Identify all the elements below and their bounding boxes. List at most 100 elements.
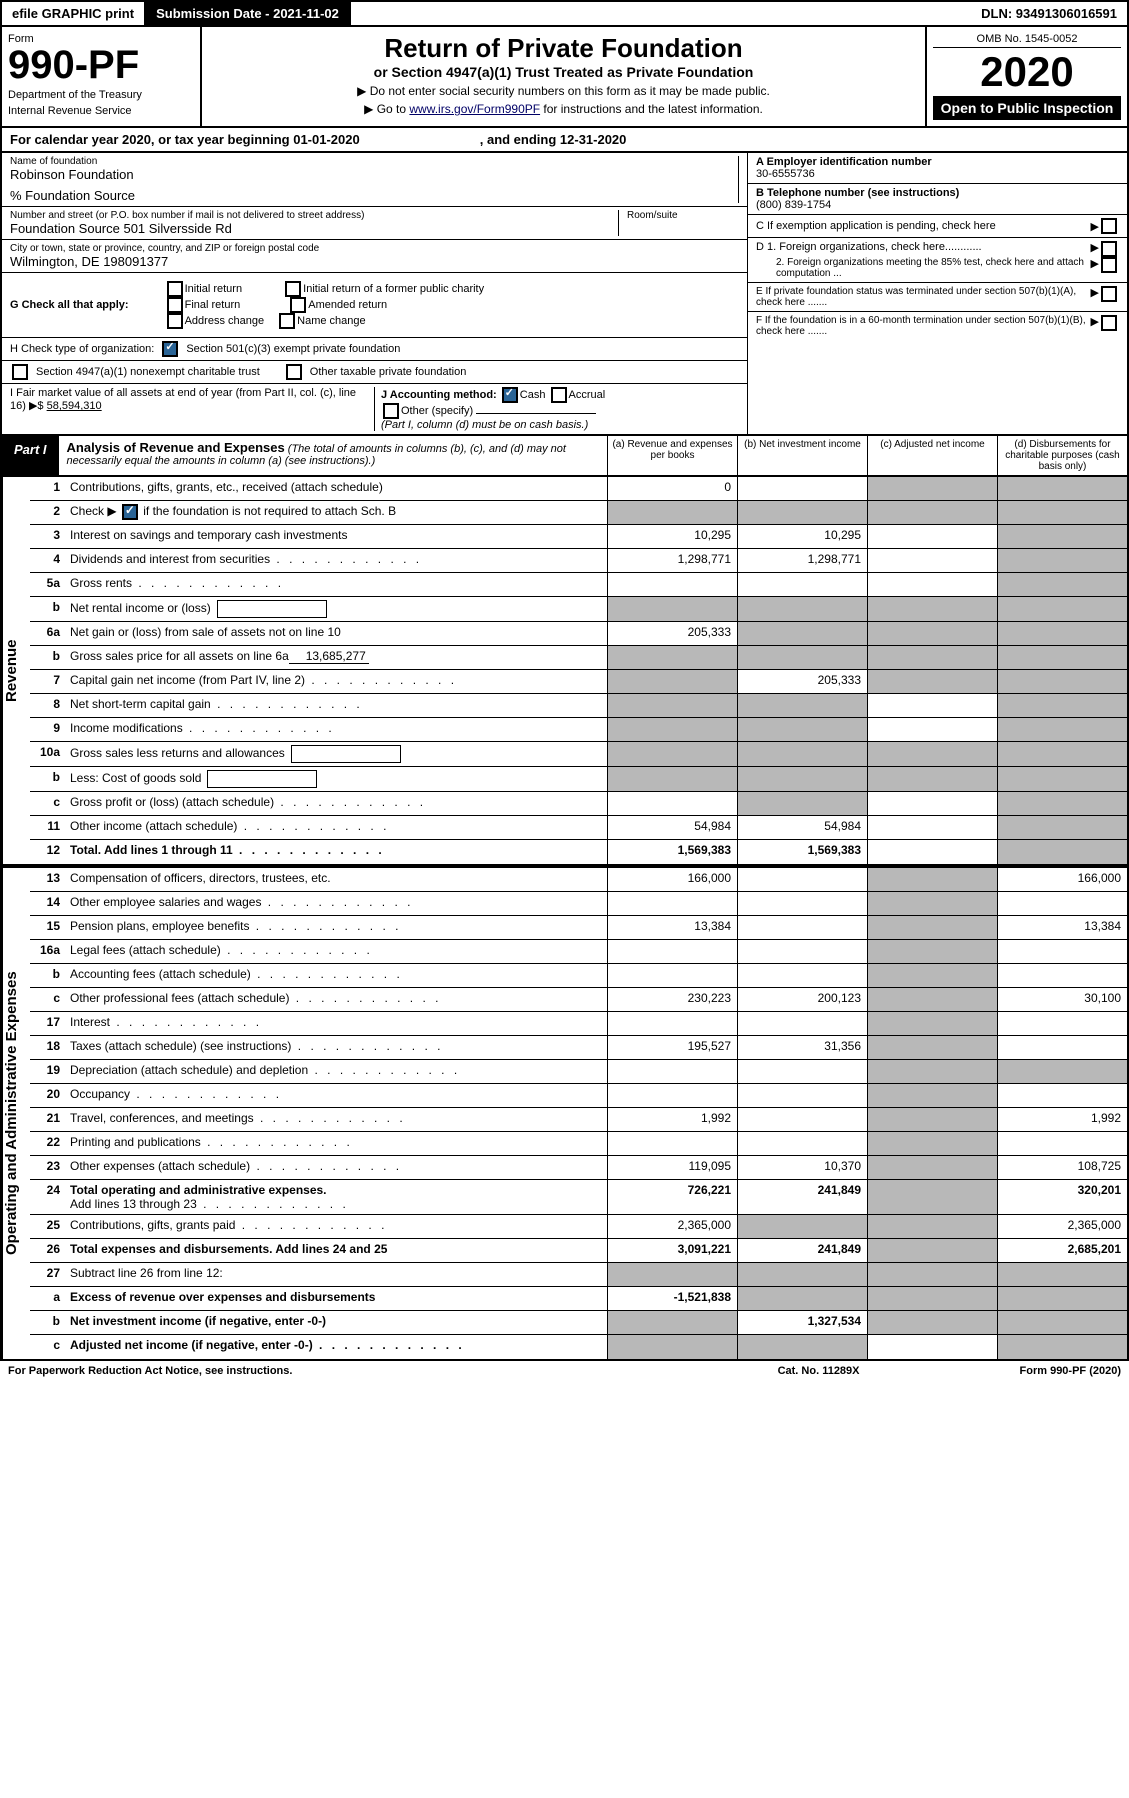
expenses-sidelabel: Operating and Administrative Expenses	[2, 868, 30, 1359]
line22: Printing and publications	[66, 1132, 607, 1155]
j-label: J Accounting method:	[381, 389, 497, 401]
open-inspection: Open to Public Inspection	[933, 96, 1121, 120]
line25: Contributions, gifts, grants paid	[66, 1215, 607, 1238]
dept-treasury: Department of the Treasury	[8, 89, 194, 101]
cb-address-change[interactable]	[167, 313, 183, 329]
f-label: F If the foundation is in a 60-month ter…	[756, 315, 1091, 337]
line15: Pension plans, employee benefits	[66, 916, 607, 939]
line27a: Excess of revenue over expenses and disb…	[66, 1287, 607, 1310]
g-label: G Check all that apply:	[10, 299, 129, 311]
line7: Capital gain net income (from Part IV, l…	[66, 670, 607, 693]
form-title: Return of Private Foundation	[208, 33, 919, 64]
efile-print[interactable]: efile GRAPHIC print	[2, 2, 146, 25]
cb-c[interactable]	[1101, 218, 1117, 234]
name-label: Name of foundation	[10, 156, 738, 167]
ein-value: 30-6555736	[756, 168, 815, 180]
omb-number: OMB No. 1545-0052	[933, 33, 1121, 48]
cb-amended[interactable]	[290, 297, 306, 313]
d1-label: D 1. Foreign organizations, check here..…	[756, 241, 1091, 257]
line4: Dividends and interest from securities	[66, 549, 607, 572]
line10a: Gross sales less returns and allowances	[66, 742, 607, 766]
line18: Taxes (attach schedule) (see instruction…	[66, 1036, 607, 1059]
expenses-table: Operating and Administrative Expenses 13…	[0, 866, 1129, 1361]
line5a: Gross rents	[66, 573, 607, 596]
cb-accrual[interactable]	[551, 387, 567, 403]
line1: Contributions, gifts, grants, etc., rece…	[66, 477, 607, 500]
d2-label: 2. Foreign organizations meeting the 85%…	[776, 257, 1091, 279]
foundation-name: Robinson Foundation	[10, 167, 738, 182]
submission-date: Submission Date - 2021-11-02	[146, 2, 351, 25]
tax-year: 2020	[933, 48, 1121, 96]
form-subtitle: or Section 4947(a)(1) Trust Treated as P…	[208, 64, 919, 80]
h-label: H Check type of organization:	[10, 343, 154, 355]
cb-e[interactable]	[1101, 286, 1117, 302]
cb-former-public[interactable]	[285, 281, 301, 297]
link-note: ▶ Go to www.irs.gov/Form990PF for instru…	[208, 102, 919, 116]
line10b: Less: Cost of goods sold	[66, 767, 607, 791]
paperwork-notice: For Paperwork Reduction Act Notice, see …	[8, 1365, 292, 1377]
c-label: C If exemption application is pending, c…	[756, 220, 1091, 232]
line5b: Net rental income or (loss)	[66, 597, 607, 621]
cb-schb[interactable]	[122, 504, 138, 520]
form-header: Form 990-PF Department of the Treasury I…	[0, 27, 1129, 128]
cb-name-change[interactable]	[279, 313, 295, 329]
line16c: Other professional fees (attach schedule…	[66, 988, 607, 1011]
line27: Subtract line 26 from line 12:	[66, 1263, 607, 1286]
b-label: B Telephone number (see instructions)	[756, 187, 959, 199]
a-label: A Employer identification number	[756, 156, 932, 168]
part1-tag: Part I	[2, 436, 59, 475]
line6b: Gross sales price for all assets on line…	[66, 646, 607, 669]
form-number: 990-PF	[8, 45, 194, 85]
line17: Interest	[66, 1012, 607, 1035]
line20: Occupancy	[66, 1084, 607, 1107]
line3: Interest on savings and temporary cash i…	[66, 525, 607, 548]
cb-other-method[interactable]	[383, 403, 399, 419]
line8: Net short-term capital gain	[66, 694, 607, 717]
topbar: efile GRAPHIC print Submission Date - 20…	[0, 0, 1129, 27]
part1-title: Analysis of Revenue and Expenses	[67, 440, 285, 455]
line6a: Net gain or (loss) from sale of assets n…	[66, 622, 607, 645]
col-c: (c) Adjusted net income	[867, 436, 997, 475]
j-note: (Part I, column (d) must be on cash basi…	[381, 419, 588, 431]
col-b: (b) Net investment income	[737, 436, 867, 475]
city-value: Wilmington, DE 198091377	[10, 254, 739, 269]
metadata-block: Name of foundation Robinson Foundation %…	[0, 153, 1129, 436]
foundation-source: % Foundation Source	[10, 188, 738, 203]
cb-initial-return[interactable]	[167, 281, 183, 297]
form-footer: Form 990-PF (2020)	[1020, 1365, 1121, 1377]
line27c: Adjusted net income (if negative, enter …	[66, 1335, 607, 1359]
phone-value: (800) 839-1754	[756, 199, 831, 211]
part1-header: Part I Analysis of Revenue and Expenses …	[0, 436, 1129, 477]
city-label: City or town, state or province, country…	[10, 243, 739, 254]
cb-501c3[interactable]	[162, 341, 178, 357]
irs-link[interactable]: www.irs.gov/Form990PF	[409, 102, 540, 116]
cb-d1[interactable]	[1101, 241, 1117, 257]
line13: Compensation of officers, directors, tru…	[66, 868, 607, 891]
cb-f[interactable]	[1101, 315, 1117, 331]
line14: Other employee salaries and wages	[66, 892, 607, 915]
revenue-table: Revenue 1Contributions, gifts, grants, e…	[0, 477, 1129, 866]
line27b: Net investment income (if negative, ente…	[66, 1311, 607, 1334]
line16b: Accounting fees (attach schedule)	[66, 964, 607, 987]
footer: For Paperwork Reduction Act Notice, see …	[0, 1361, 1129, 1381]
line26: Total expenses and disbursements. Add li…	[66, 1239, 607, 1262]
cb-cash[interactable]	[502, 387, 518, 403]
line16a: Legal fees (attach schedule)	[66, 940, 607, 963]
line19: Depreciation (attach schedule) and deple…	[66, 1060, 607, 1083]
line24: Total operating and administrative expen…	[66, 1180, 607, 1214]
cat-no: Cat. No. 11289X	[778, 1365, 860, 1377]
cb-other-taxable[interactable]	[286, 364, 302, 380]
line2: Check ▶ if the foundation is not require…	[66, 501, 607, 524]
line21: Travel, conferences, and meetings	[66, 1108, 607, 1131]
calendar-year-row: For calendar year 2020, or tax year begi…	[0, 128, 1129, 153]
room-label: Room/suite	[627, 210, 739, 221]
cb-4947a1[interactable]	[12, 364, 28, 380]
line12: Total. Add lines 1 through 11	[66, 840, 607, 864]
e-label: E If private foundation status was termi…	[756, 286, 1091, 308]
line23: Other expenses (attach schedule)	[66, 1156, 607, 1179]
dln: DLN: 93491306016591	[971, 2, 1127, 25]
cb-d2[interactable]	[1101, 257, 1117, 273]
cb-final-return[interactable]	[167, 297, 183, 313]
col-a: (a) Revenue and expenses per books	[607, 436, 737, 475]
addr-label: Number and street (or P.O. box number if…	[10, 210, 618, 221]
